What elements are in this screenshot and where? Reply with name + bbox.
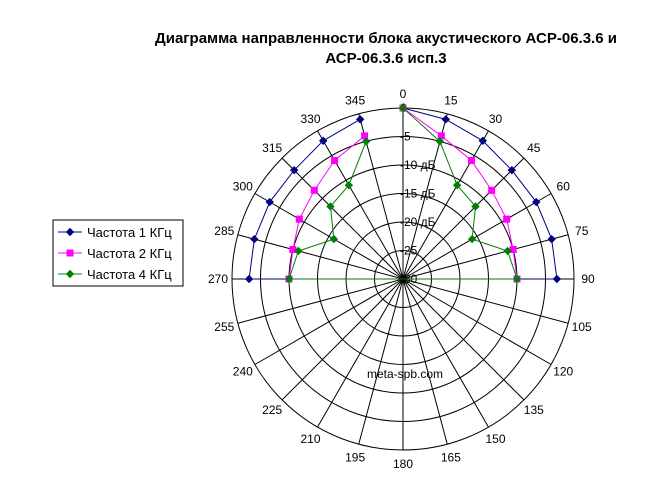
angle-label: 45 [527,141,541,155]
data-point [471,202,480,211]
data-point [435,137,445,146]
grid-spoke [402,278,552,365]
angle-label: 60 [557,180,571,194]
data-point [478,136,488,145]
grid-spoke [317,130,404,280]
data-point [532,197,541,207]
data-point [265,197,274,207]
radial-tick-label: -10 дБ [400,158,436,172]
angle-label: 255 [214,320,234,334]
data-point [488,186,496,194]
angle-label: 75 [575,224,589,238]
grid-spoke [402,278,569,324]
grid-spoke [402,234,569,280]
angle-label: 90 [581,272,595,286]
chart-title-line-1: Диаграмма направленности блока акустичес… [155,30,617,47]
data-point [467,234,477,244]
legend-label: Частота 4 КГц [87,267,172,282]
legend-label: Частота 2 КГц [87,246,172,261]
grid-spoke [281,157,404,280]
data-point [547,234,556,244]
grid-spoke [237,234,404,280]
grid-spoke [317,278,404,428]
grid-spoke [254,193,404,280]
grid-spoke [237,278,404,324]
data-point [294,246,303,256]
legend-marker [65,227,75,237]
data-point [331,157,339,165]
data-point [289,165,299,175]
legend-label: Частота 1 КГц [87,225,172,240]
angle-label: 120 [553,365,573,379]
angle-label: 165 [441,451,461,465]
grid-spoke [402,157,525,280]
grid-spoke [402,278,489,428]
data-point [467,157,475,165]
data-point [250,234,259,244]
data-point [295,215,303,223]
angle-label: 315 [262,141,282,155]
angle-label: 15 [444,93,458,107]
angle-label: 180 [393,457,413,471]
data-point [441,115,450,124]
grid-spoke [402,278,448,445]
data-point [356,115,365,124]
data-point [398,103,408,113]
angle-label: 195 [345,451,365,465]
data-point [361,137,371,146]
radial-tick-label: -15 дБ [400,187,436,201]
angle-label: 240 [233,365,253,379]
data-point [552,274,562,284]
data-point [284,274,294,284]
grid-spoke [358,278,404,445]
angle-labels: 0 15 30 45 60 75 90 105 120 135 150 165 180 195 210 225… [208,87,595,471]
data-point [318,136,328,145]
series-group [244,103,562,284]
grid-spoke [254,278,404,365]
radial-tick-label: -25 [400,244,418,258]
data-point [452,181,462,190]
angle-label: 270 [208,272,228,286]
series-3 [284,103,522,284]
angle-label: 285 [214,224,234,238]
data-point [507,165,517,175]
grid-spoke [402,193,552,280]
data-point [326,202,335,211]
grid-spoke [402,278,525,401]
angle-label: 330 [300,112,320,126]
angle-label: 225 [262,403,282,417]
radial-tick-label: -20 дБ [400,215,436,229]
data-point [503,215,511,223]
legend: Частота 1 КГц Частота 2 КГц Частота 4 КГц [52,219,184,287]
angle-label: 105 [572,320,592,334]
angle-label: 210 [300,432,320,446]
angle-label: 30 [489,112,503,126]
angle-label: 0 [400,87,407,101]
data-point [344,181,354,190]
angle-label: 135 [524,403,544,417]
angle-label: 300 [233,180,253,194]
chart-title-line-2: АСР-06.3.6 исп.3 [325,50,446,67]
angle-label: 345 [345,93,365,107]
grid-spoke [281,278,404,401]
polar-grid [231,107,575,451]
radial-axis-labels: 0-5-10 дБ-15 дБ-20 дБ-25-30 [400,101,436,286]
data-point [244,274,254,284]
data-point [329,234,339,244]
data-point [512,274,522,284]
data-point [503,246,512,256]
radial-tick-label: -5 [400,130,411,144]
grid-spoke [402,130,489,280]
angle-label: 150 [485,432,505,446]
legend-marker [65,269,75,279]
data-point [310,186,318,194]
watermark-text: meta-spb.com [367,367,443,381]
legend-marker [66,249,74,257]
